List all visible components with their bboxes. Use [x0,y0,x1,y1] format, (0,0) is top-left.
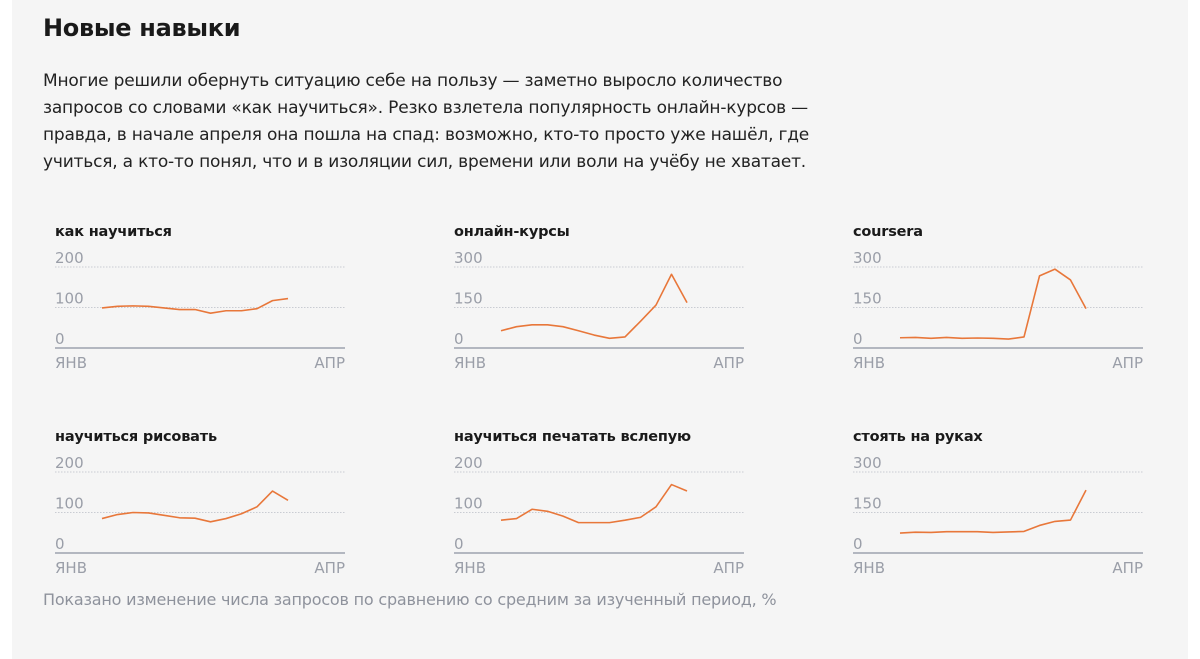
chart-footnote: Показано изменение числа запросов по сра… [43,590,777,609]
chart-title: онлайн-курсы [454,224,570,240]
y-tick-label: 150 [853,290,882,308]
y-tick-label: 200 [454,454,483,472]
series-line [101,297,289,314]
y-tick-label: 100 [454,495,483,513]
chart-title: стоять на руках [853,429,983,445]
chart-svg: 0 150 300 ЯНВ АПР [454,249,744,372]
y-tick-label: 0 [55,535,65,553]
y-tick-label: 0 [853,330,863,348]
chart-svg: 0 150 300 ЯНВ АПР [853,249,1143,372]
y-tick-label: 200 [55,454,84,472]
chart-svg: 0 100 200 ЯНВ АПР [55,249,345,372]
chart-title: как научиться [55,224,172,240]
chart-title: научиться рисовать [55,429,217,445]
x-tick-label: АПР [1112,354,1143,372]
x-tick-label: ЯНВ [454,354,486,372]
y-tick-label: 0 [454,535,464,553]
x-tick-label: ЯНВ [55,354,87,372]
x-tick-label: АПР [314,354,345,372]
lead-paragraph: Многие решили обернуть ситуацию себе на … [43,71,810,172]
chart-5: научиться печатать вслепую 0 100 200 ЯНВ АПР [454,429,754,589]
y-tick-label: 100 [55,495,84,513]
x-tick-label: ЯНВ [454,559,486,577]
x-tick-label: АПР [1112,559,1143,577]
chart-title: coursera [853,224,923,240]
x-tick-label: ЯНВ [853,559,885,577]
y-tick-label: 150 [853,495,882,513]
y-tick-label: 300 [853,454,882,472]
x-tick-label: АПР [713,354,744,372]
y-tick-label: 300 [454,249,483,267]
chart-svg: 0 100 200 ЯНВ АПР [55,454,345,577]
chart-4: научиться рисовать 0 100 200 ЯНВ АПР [55,429,355,589]
chart-2: онлайн-курсы 0 150 300 ЯНВ АПР [454,224,754,384]
series-line [899,489,1087,534]
y-tick-label: 0 [55,330,65,348]
y-tick-label: 0 [853,535,863,553]
x-tick-label: АПР [713,559,744,577]
chart-svg: 0 150 300 ЯНВ АПР [853,454,1143,577]
chart-svg: 0 100 200 ЯНВ АПР [454,454,744,577]
y-tick-label: 200 [55,249,84,267]
y-tick-label: 150 [454,290,483,308]
section-title: Новые навыки [43,14,241,42]
series-line [500,483,688,524]
article-panel [12,0,1188,659]
chart-6: стоять на руках 0 150 300 ЯНВ АПР [853,429,1153,589]
series-line [500,273,688,340]
y-tick-label: 300 [853,249,882,267]
series-line [899,268,1087,340]
chart-3: coursera 0 150 300 ЯНВ АПР [853,224,1153,384]
x-tick-label: АПР [314,559,345,577]
x-tick-label: ЯНВ [853,354,885,372]
series-line [101,490,289,523]
y-tick-label: 0 [454,330,464,348]
y-tick-label: 100 [55,290,84,308]
chart-title: научиться печатать вслепую [454,429,691,445]
chart-1: как научиться 0 100 200 ЯНВ АПР [55,224,355,384]
x-tick-label: ЯНВ [55,559,87,577]
